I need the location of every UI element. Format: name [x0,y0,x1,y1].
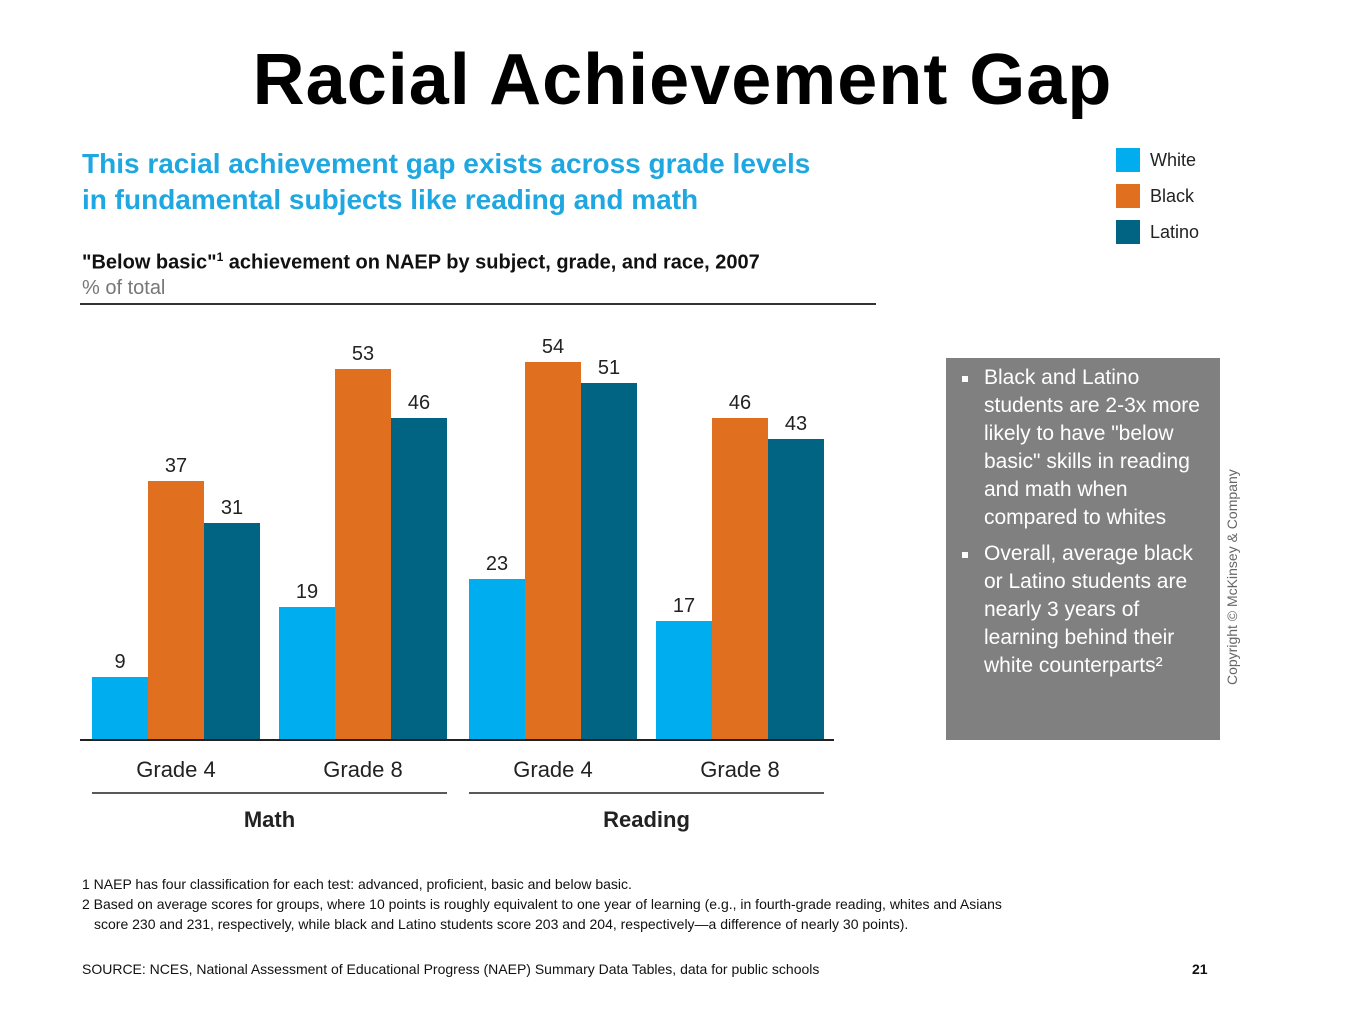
legend-swatch-latino [1116,220,1140,244]
footnote-2-continued: score 230 and 231, respectively, while b… [94,916,909,932]
key-finding-2: Overall, average black or Latino student… [958,540,1210,680]
x-tick-label-1: Grade 4 [136,757,216,782]
bar-latino-3 [581,383,637,740]
bar-latino-4 [768,439,824,740]
chart-title-footnote-ref: 1 [216,250,224,264]
footnotes: 1 NAEP has four classification for each … [82,874,1192,934]
data-label-black-1: 37 [165,455,187,477]
legend-item-black: Black [1116,184,1199,208]
legend-swatch-white [1116,148,1140,172]
bar-white-3 [469,579,525,740]
source-note: SOURCE: NCES, National Assessment of Edu… [82,961,820,977]
bar-black-3 [525,362,581,740]
page-number: 21 [1192,961,1208,977]
data-label-latino-4: 43 [785,413,807,435]
group-label-math: Math [244,807,295,832]
headline-line-1: This racial achievement gap exists acros… [82,148,811,179]
group-label-reading: Reading [603,807,690,832]
data-label-latino-2: 46 [408,392,430,414]
key-findings-list: Black and Latino students are 2-3x more … [958,364,1210,680]
key-findings-box: Black and Latino students are 2-3x more … [946,358,1220,740]
bar-latino-2 [391,418,447,740]
bar-black-2 [335,369,391,740]
slide-title: Racial Achievement Gap [252,40,1113,120]
x-tick-label-3: Grade 4 [513,757,593,782]
chart-title: "Below basic"1 achievement on NAEP by su… [82,250,760,275]
key-finding-1: Black and Latino students are 2-3x more … [958,364,1210,532]
bar-black-1 [148,481,204,740]
legend-item-latino: Latino [1116,220,1199,244]
legend-label-latino: Latino [1150,221,1200,242]
bar-white-4 [656,621,712,740]
x-tick-label-2: Grade 8 [323,757,403,782]
copyright-notice: Copyright © McKinsey & Company [1224,469,1240,685]
chart-title-rest: achievement on NAEP by subject, grade, a… [223,251,760,274]
bar-black-4 [712,418,768,740]
data-label-white-2: 19 [296,581,318,603]
data-label-black-2: 53 [352,343,374,365]
legend-label-white: White [1150,149,1197,170]
data-label-black-3: 54 [542,336,564,358]
legend-item-white: White [1116,148,1199,172]
legend-label-black: Black [1150,185,1195,206]
headline-line-2: in fundamental subjects like reading and… [82,184,699,215]
chart-legend: White Black Latino [1116,148,1199,256]
data-label-latino-1: 31 [221,497,243,519]
chart-title-rule [80,303,876,305]
bar-white-1 [92,677,148,740]
data-label-white-4: 17 [673,595,695,617]
bar-latino-1 [204,523,260,740]
data-label-white-3: 23 [486,553,508,575]
data-label-black-4: 46 [729,392,751,414]
legend-swatch-black [1116,184,1140,208]
chart-headline: This racial achievement gap exists acros… [82,146,942,218]
bar-white-2 [279,607,335,740]
data-label-white-1: 9 [114,651,125,673]
x-tick-label-4: Grade 8 [700,757,780,782]
data-label-latino-3: 51 [598,357,620,379]
footnote-2: 2 Based on average scores for groups, wh… [82,896,1002,912]
chart-unit: % of total [82,277,166,299]
chart-title-main: "Below basic" [82,251,217,274]
footnote-1: 1 NAEP has four classification for each … [82,876,632,892]
